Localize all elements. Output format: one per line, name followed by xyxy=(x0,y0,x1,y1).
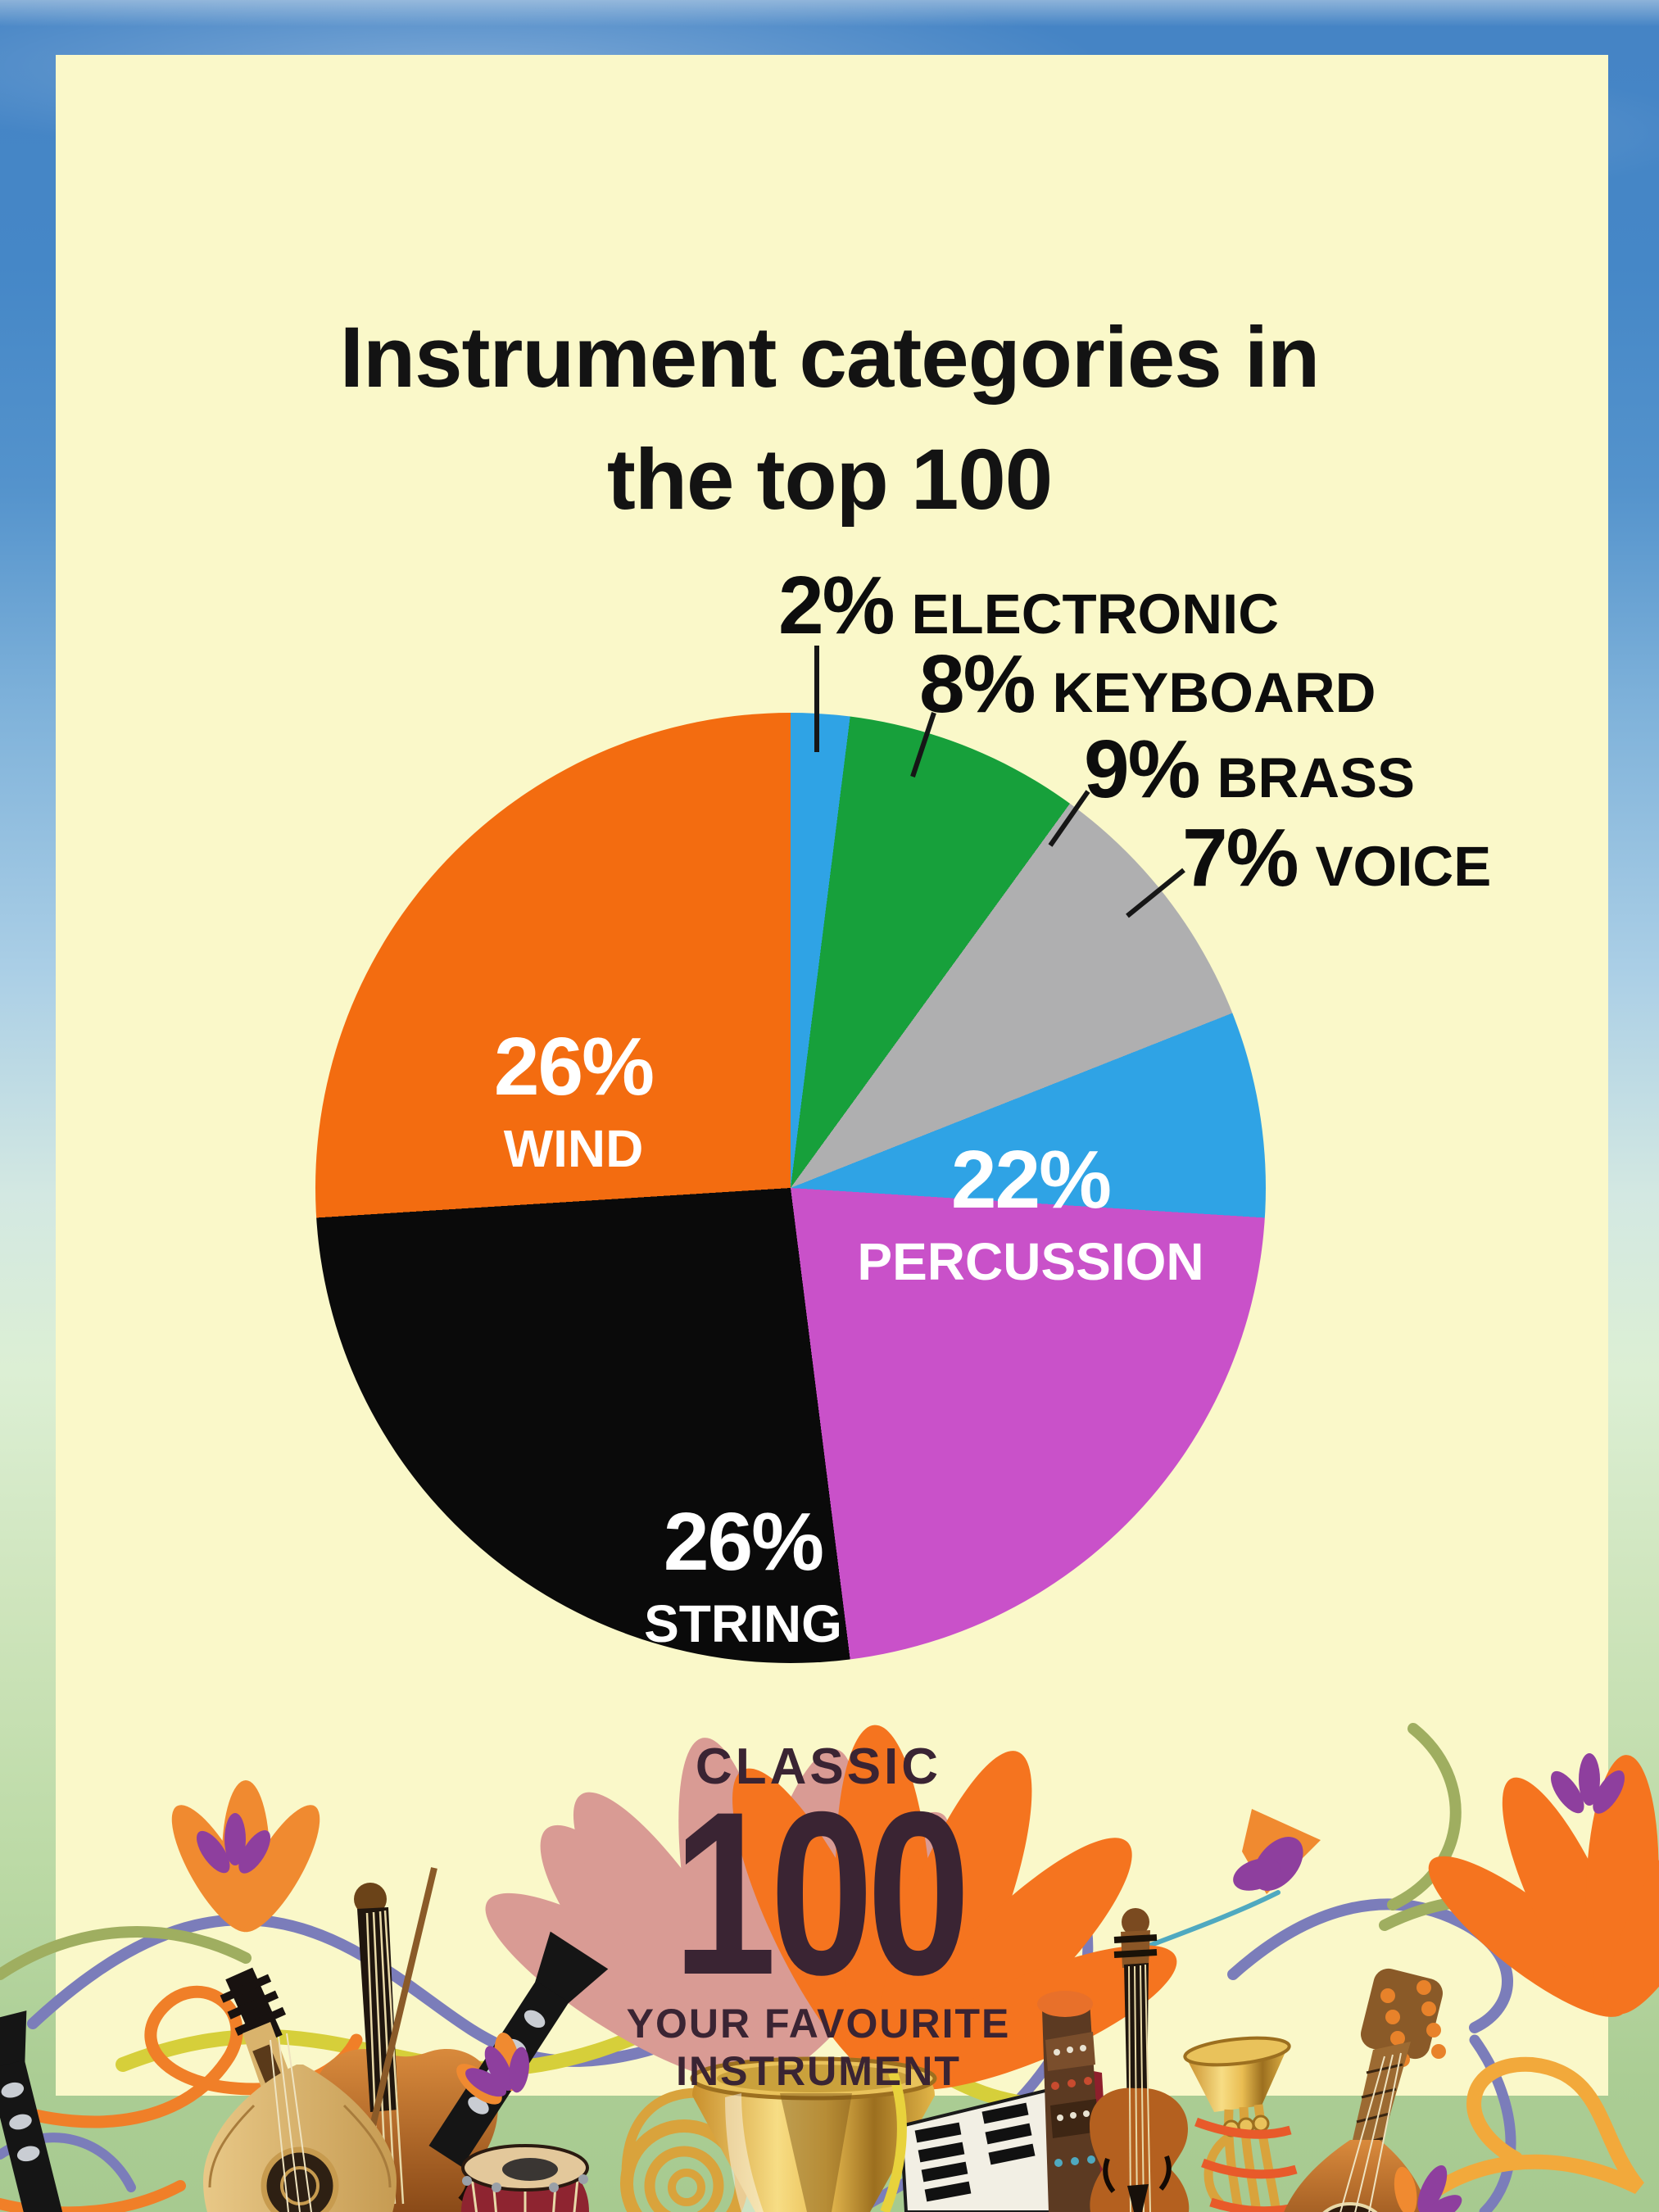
pie-chart xyxy=(315,713,1266,1663)
swirl-icon xyxy=(1402,2056,1645,2212)
slice-pct-wind: 26% xyxy=(493,1021,655,1113)
slice-pct-brass: 9% xyxy=(1084,723,1201,815)
swirl-icon xyxy=(0,1926,252,1980)
bottom-artwork xyxy=(0,1723,1659,2212)
violin-icon xyxy=(1090,1908,1190,2212)
swirl-icon xyxy=(1387,1723,1462,1911)
slice-pct-keyboard: 8% xyxy=(919,638,1036,730)
flower-icon xyxy=(1233,1809,1321,1894)
flower-icon xyxy=(456,2032,529,2105)
slice-name-wind: WIND xyxy=(503,1119,644,1178)
flower-icon xyxy=(1394,2164,1462,2212)
slice-pct-percussion: 22% xyxy=(950,1134,1112,1226)
page-title: Instrument categories in the top 100 xyxy=(0,297,1659,541)
ribbon-icon xyxy=(880,2071,907,2212)
logo-tagline-line-2: INSTRUMENT xyxy=(676,2047,961,2094)
slice-label-electronic: 2% ELECTRONIC xyxy=(778,564,1279,646)
mandolin-icon xyxy=(1284,1968,1446,2212)
slice-pct-electronic: 2% xyxy=(778,560,895,651)
slice-label-voice: 7% VOICE xyxy=(1182,817,1491,899)
trumpet-icon xyxy=(1183,2036,1300,2212)
slice-name-electronic: ELECTRONIC xyxy=(911,582,1280,646)
slice-label-string: 26% STRING xyxy=(644,1501,842,1650)
logo-brand: CLASSIC xyxy=(695,1738,942,1795)
orange-hand-flower-icon xyxy=(732,1725,1177,2091)
slice-name-brass: BRASS xyxy=(1217,746,1416,809)
flower-icon xyxy=(1551,1753,1625,1814)
oud-icon xyxy=(203,1967,397,2212)
slice-pct-string: 26% xyxy=(663,1496,824,1588)
slice-name-keyboard: KEYBOARD xyxy=(1052,661,1376,724)
slice-label-keyboard: 8% KEYBOARD xyxy=(919,643,1376,725)
swirl-icon xyxy=(1469,2034,1516,2212)
slice-pct-voice: 7% xyxy=(1182,812,1299,904)
tuba-icon xyxy=(690,2056,937,2212)
slice-label-brass: 9% BRASS xyxy=(1084,728,1415,810)
classic-100-logo: CLASSIC 100 YOUR FAVOURITE INSTRUMENT xyxy=(627,1742,1011,2095)
logo-tagline: YOUR FAVOURITE INSTRUMENT xyxy=(627,2000,1011,2095)
slice-name-voice: VOICE xyxy=(1315,835,1492,898)
slice-label-percussion: 22% PERCUSSION xyxy=(857,1139,1203,1288)
orange-hand-flower-icon xyxy=(1428,1755,1659,2017)
slice-name-string: STRING xyxy=(644,1594,842,1653)
clarinet-icon xyxy=(0,2010,65,2212)
slice-name-percussion: PERCUSSION xyxy=(857,1232,1204,1291)
title-line-1: Instrument categories in xyxy=(339,310,1320,406)
title-line-2: the top 100 xyxy=(606,432,1053,528)
tabla-icon xyxy=(461,2144,589,2212)
swirl-icon xyxy=(1227,1898,1513,2033)
didgeridoo-icon xyxy=(1037,1991,1103,2212)
logo-number: 100 xyxy=(673,1764,970,2024)
flower-icon xyxy=(197,1813,270,1874)
logo-tagline-line-1: YOUR FAVOURITE xyxy=(626,2000,1011,2047)
slice-label-wind: 26% WIND xyxy=(493,1021,655,1178)
